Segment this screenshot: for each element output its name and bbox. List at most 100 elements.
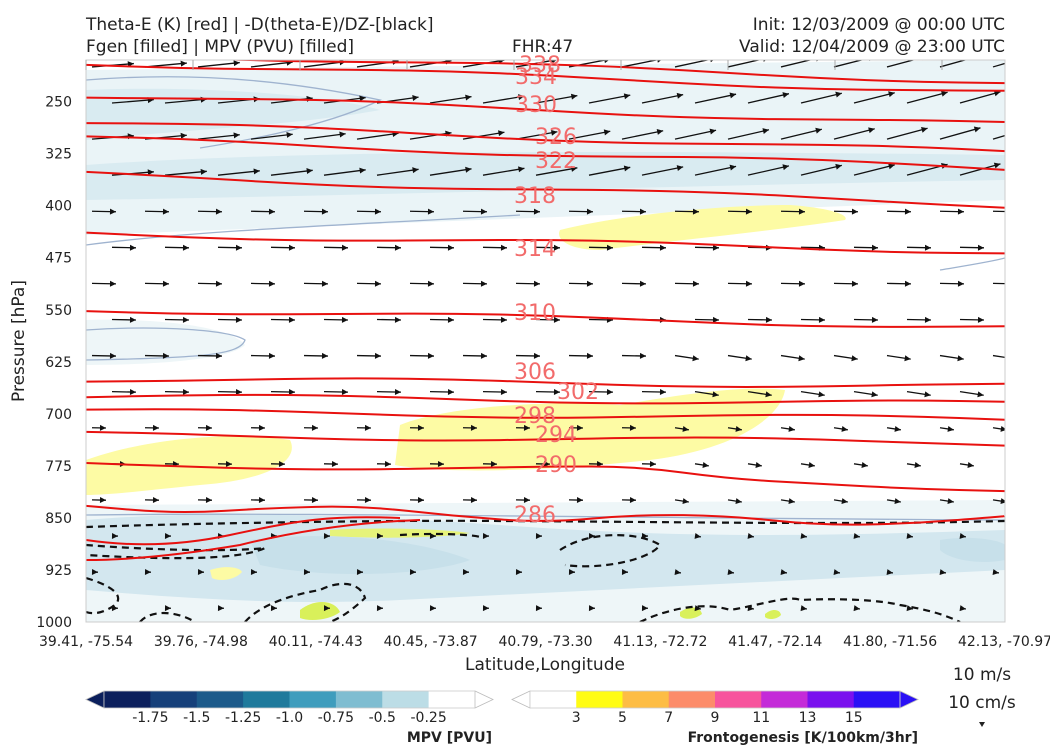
wind-arrow [111, 99, 154, 104]
wind-arrow [780, 60, 813, 68]
wind-arrow-head [217, 605, 224, 612]
y-tick-label: 550 [45, 303, 72, 319]
wind-arrow [323, 169, 366, 176]
x-tick-label: 39.76, -74.98 [154, 634, 248, 650]
wind-arrow-head [225, 460, 232, 467]
wind-arrow-head [745, 355, 752, 362]
wind-arrow-head [682, 498, 689, 505]
wind-arrow-head [676, 92, 684, 99]
wind-arrow-head [162, 208, 169, 215]
wind-arrow-head [180, 60, 187, 67]
wind-arrow-head [1027, 54, 1034, 60]
wind-arrow-head [712, 316, 719, 323]
colorbar-tick-label: 7 [664, 710, 673, 726]
wind-arrow [250, 61, 293, 68]
wind-arrow-head [835, 163, 842, 170]
wind-arrow-head [853, 532, 860, 539]
wind-arrow-head [553, 316, 560, 323]
wind-arrow-head [321, 280, 328, 287]
x-tick-label: 40.11, -74.43 [269, 634, 363, 650]
wind-arrow-head [939, 569, 946, 576]
wind-arrow [568, 130, 611, 140]
theta-e-contour-label: 330 [515, 93, 557, 118]
colorbar-swatch [668, 691, 716, 708]
wind-arrow-head [798, 208, 805, 215]
wind-arrow-head [331, 460, 338, 467]
wind-arrow [906, 91, 948, 104]
mpv-contour-line [86, 76, 382, 149]
wind-arrow-head [973, 126, 981, 133]
wind-arrow-head [341, 389, 348, 396]
wind-arrow-head [765, 316, 772, 323]
theta-e-contour-label: 298 [514, 404, 556, 429]
wind-arrow-head [427, 208, 434, 215]
wind-arrow-head [359, 95, 366, 102]
theta-e-contour-label: 318 [514, 184, 556, 209]
wind-arrow-head [553, 389, 560, 396]
wind-arrow-head [409, 569, 416, 576]
wind-arrow-head [374, 280, 381, 287]
wind-arrow-head [947, 498, 954, 505]
wind-arrow-head [762, 128, 769, 135]
y-tick-label: 625 [45, 355, 72, 371]
wind-arrow-head [286, 131, 293, 138]
wind-arrow-head [470, 424, 477, 431]
colorbar-swatch [382, 691, 430, 708]
wind-arrow-head [818, 316, 825, 323]
wind-arrow-head [427, 280, 434, 287]
wind-arrow-head [588, 605, 595, 612]
wind-arrow-head [871, 391, 878, 398]
x-tick-label: 41.13, -72.72 [613, 634, 707, 650]
wind-arrow-head [621, 569, 628, 576]
wind-arrow-head [568, 569, 575, 576]
wind-arrow-head [921, 126, 928, 133]
wind-arrow-head [205, 424, 212, 431]
wind-arrow [694, 93, 737, 104]
theta-e-contour-label: 294 [535, 423, 577, 448]
shaded-region [330, 528, 470, 538]
colorbar-swatch [150, 691, 198, 708]
wind-arrow-head [576, 424, 583, 431]
plot-frame [85, 59, 1006, 623]
wind-arrow [641, 94, 684, 104]
wind-arrow-head [780, 569, 787, 576]
wind-arrow-head [975, 60, 976, 61]
wind-arrow [535, 95, 578, 104]
wind-arrow-head [553, 244, 560, 251]
colorbar-swatch [335, 691, 383, 708]
wind-arrow-head [833, 569, 840, 576]
wind-arrow-head [967, 462, 974, 468]
wind-arrow [303, 133, 346, 140]
x-tick-label: 39.41, -75.54 [39, 634, 133, 650]
wind-arrow-head [323, 605, 330, 612]
wind-arrow-head [888, 91, 895, 98]
wind-arrow-head [712, 391, 719, 398]
wind-arrow-head [570, 93, 578, 100]
wind-arrow-head [674, 569, 681, 576]
colorbar-title: Frontogenesis [K/100km/3hr] [688, 730, 918, 746]
wind-arrow-head [629, 424, 636, 431]
wind-arrow [853, 164, 895, 176]
wind-arrow-head [429, 605, 436, 612]
wind-arrow-head [586, 280, 593, 287]
wind-arrow-head [518, 166, 525, 173]
colorbar-tick-label: -0.25 [411, 710, 447, 726]
wind-arrow-head [182, 389, 189, 396]
wind-arrow-head [871, 316, 878, 323]
wind-arrow-head [111, 532, 118, 539]
wind-arrow-head [835, 91, 842, 98]
wind-arrow [482, 167, 525, 176]
wind-arrow [429, 168, 472, 176]
wind-arrow-head [215, 280, 222, 287]
wind-arrow-head [904, 280, 911, 287]
wind-arrow-head [710, 60, 714, 63]
wind-arrow [164, 170, 207, 176]
wind-arrow-head [659, 389, 666, 396]
wind-arrow-head [788, 425, 795, 432]
shaded-region [559, 205, 846, 250]
colorbar-tick-label: -1.75 [132, 710, 168, 726]
shaded-region [940, 537, 1005, 562]
wind-arrow-head [268, 208, 275, 215]
x-tick-label: 40.45, -73.87 [384, 634, 478, 650]
wind-arrow-head [109, 280, 116, 287]
